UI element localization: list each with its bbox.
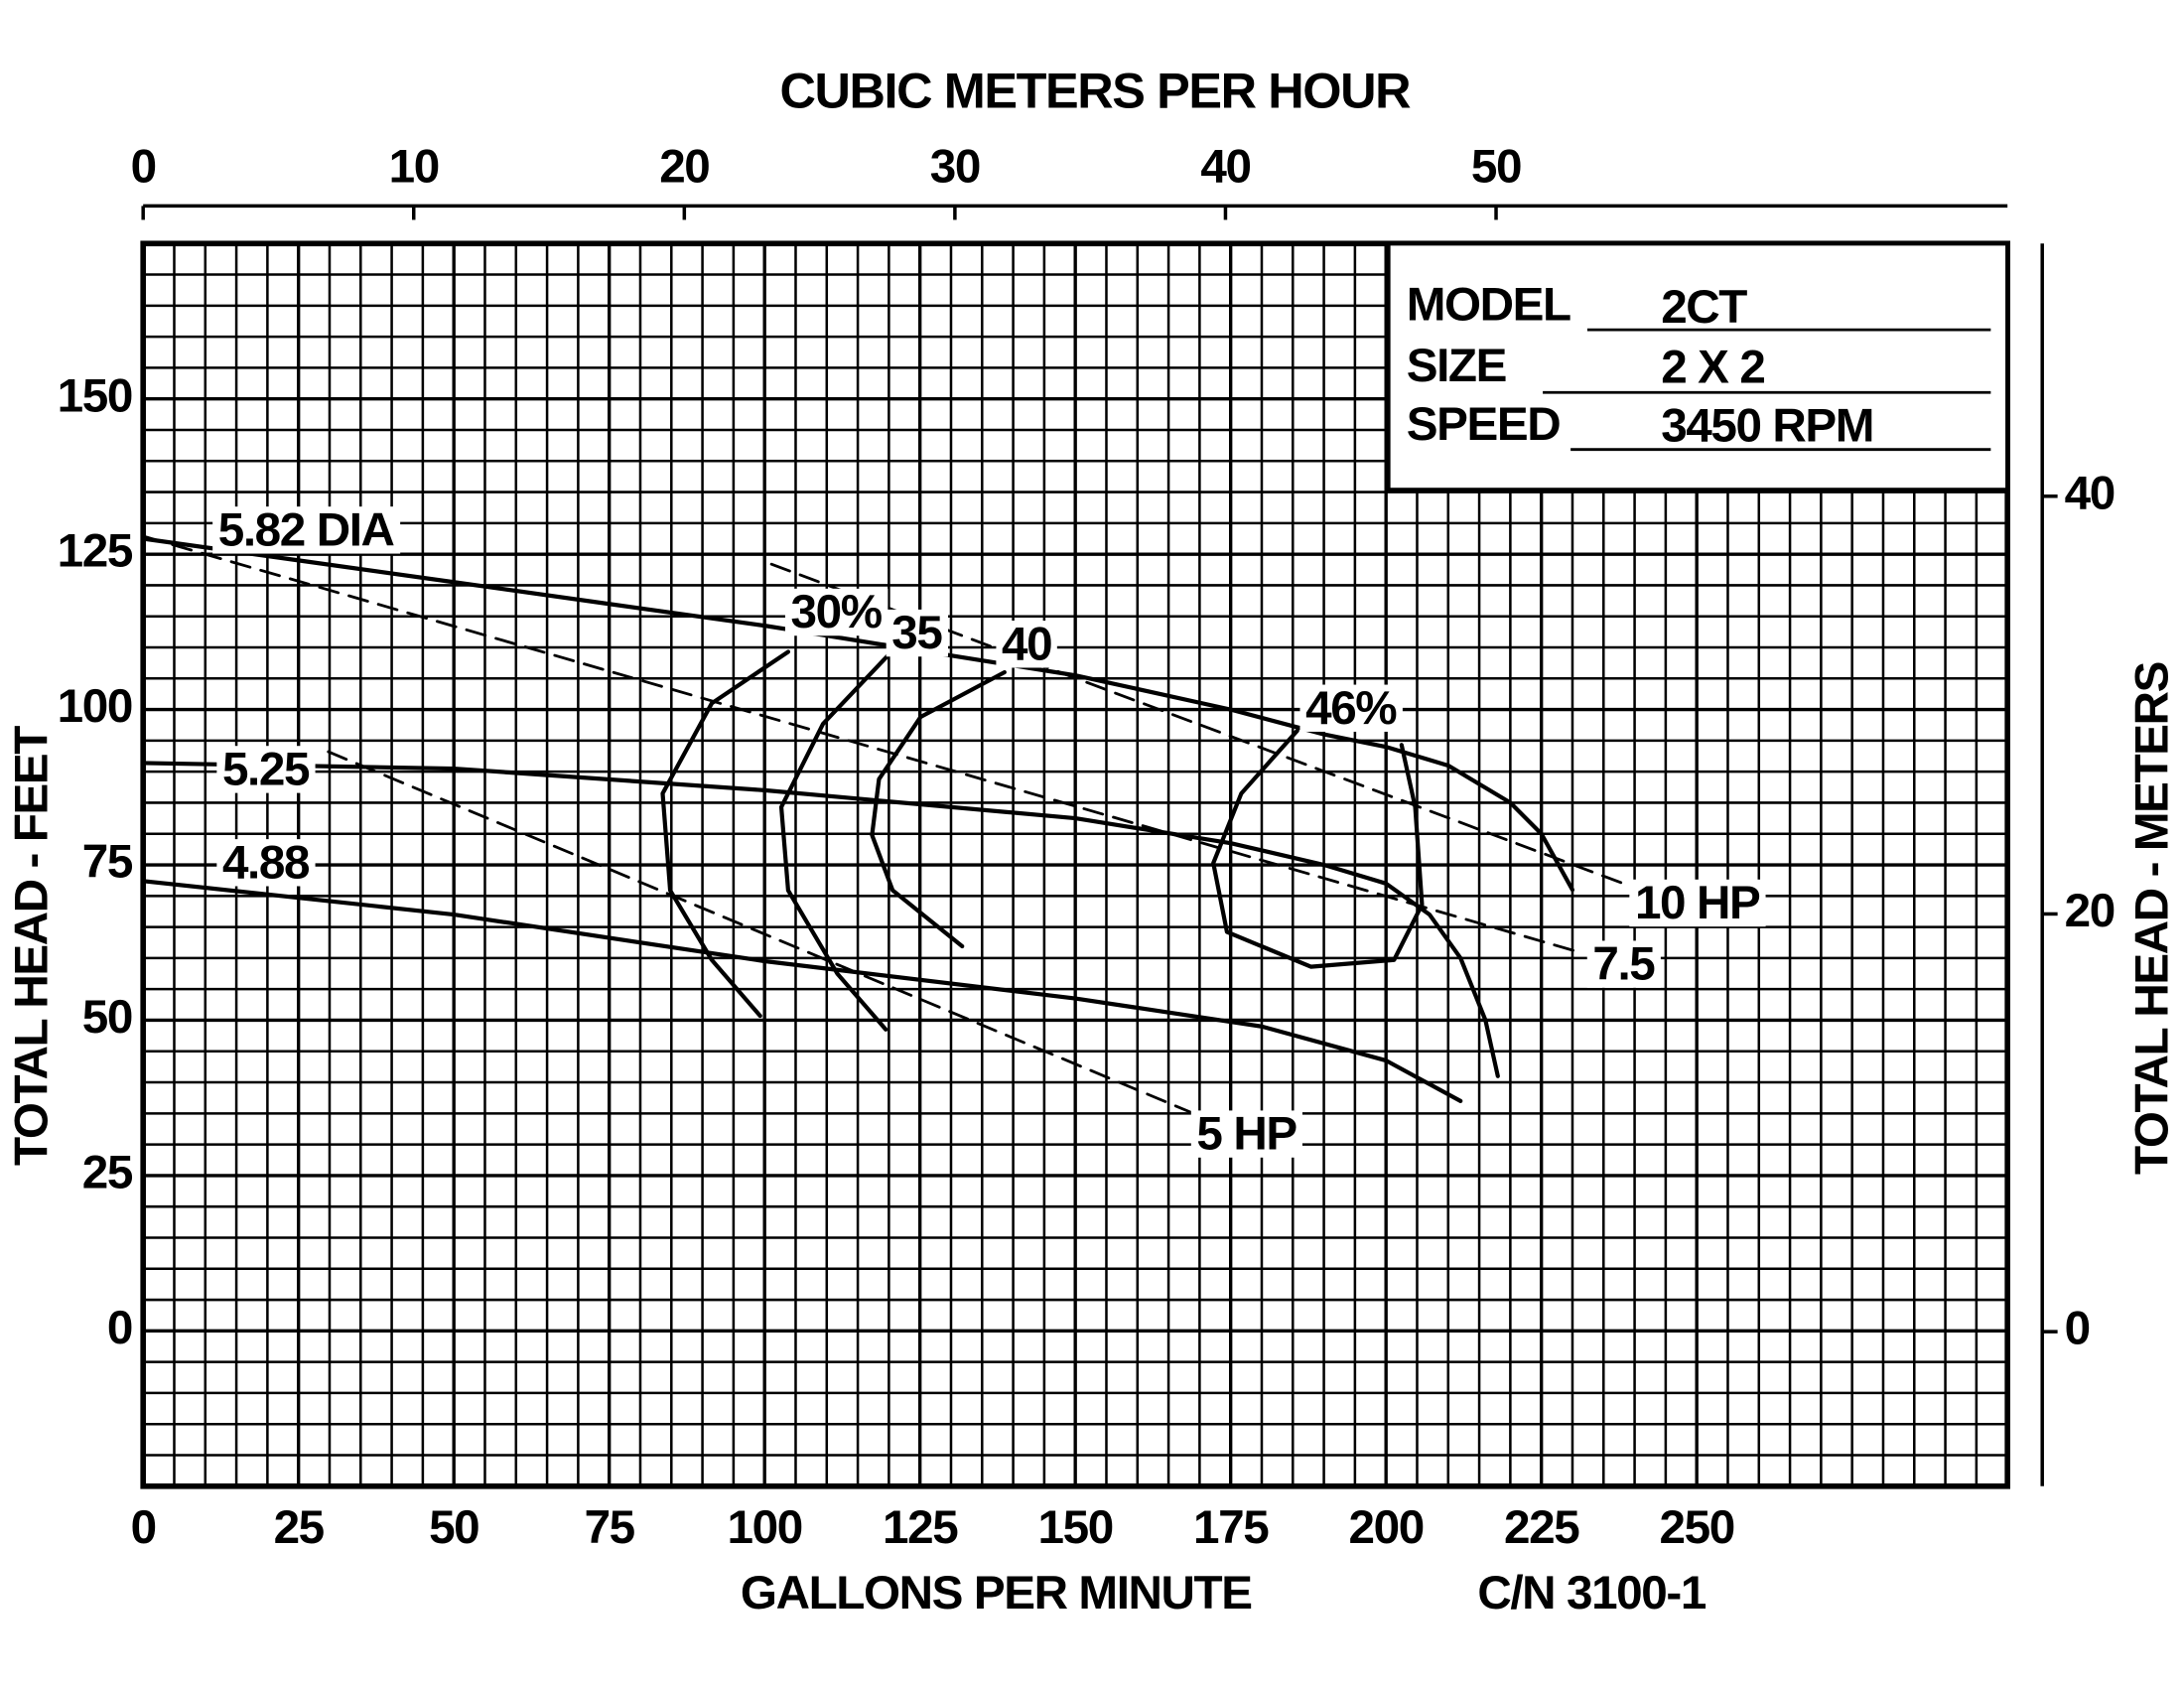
x-tick-label: 250 bbox=[1660, 1501, 1734, 1554]
label-background bbox=[212, 506, 401, 554]
y-tick-label: 125 bbox=[58, 525, 133, 578]
y-tick-label: 100 bbox=[58, 680, 132, 733]
label-background bbox=[216, 839, 316, 887]
x-tick-label: 100 bbox=[728, 1501, 802, 1554]
curve-label: 5.25 bbox=[222, 743, 310, 795]
y-tick-label: 25 bbox=[82, 1146, 133, 1198]
y-tick-label: 0 bbox=[107, 1302, 132, 1354]
curve bbox=[141, 761, 1500, 1078]
label-background bbox=[996, 621, 1057, 668]
curve bbox=[1211, 728, 1425, 969]
x2-tick-label: 40 bbox=[1200, 141, 1250, 194]
x-axis-title: GALLONS PER MINUTE bbox=[741, 1567, 1252, 1619]
y-tick-label: 50 bbox=[82, 991, 132, 1044]
x2-tick-label: 0 bbox=[131, 141, 156, 194]
y2-axis-title: TOTAL HEAD - METERS bbox=[2125, 662, 2178, 1175]
label-background bbox=[1299, 684, 1403, 732]
curve-label: 4.88 bbox=[222, 836, 310, 889]
x-tick-label: 50 bbox=[429, 1501, 478, 1554]
curve-label: 46% bbox=[1305, 682, 1397, 735]
grid bbox=[141, 241, 2009, 1488]
curve-label: 5.82 DIA bbox=[218, 503, 395, 556]
y-axis-title: TOTAL HEAD - FEET bbox=[5, 726, 58, 1166]
curve-label: 35 bbox=[891, 607, 942, 659]
label-background bbox=[1586, 940, 1661, 988]
hp-line bbox=[141, 534, 1584, 955]
chart-code: C/N 3100-1 bbox=[1477, 1567, 1706, 1619]
label-background bbox=[216, 746, 316, 793]
x-tick-label: 75 bbox=[585, 1501, 635, 1554]
info-value: 2CT bbox=[1661, 281, 1747, 334]
curve bbox=[141, 879, 1463, 1103]
x2-tick-label: 20 bbox=[659, 141, 709, 194]
info-rows: MODEL 2CT SIZE 2 X 2 SPEED 3450 RPM bbox=[1407, 278, 1991, 452]
curve-label: 40 bbox=[1002, 618, 1051, 670]
info-key: SIZE bbox=[1407, 340, 1506, 392]
curve-label: 30% bbox=[791, 586, 883, 638]
y2-tick-label: 40 bbox=[2065, 467, 2115, 519]
curve bbox=[778, 648, 895, 1032]
x-tick-label: 175 bbox=[1193, 1501, 1269, 1554]
info-value: 2 X 2 bbox=[1661, 341, 1764, 393]
x-tick-label: 225 bbox=[1504, 1501, 1579, 1554]
x2-tick-label: 30 bbox=[930, 141, 980, 194]
curve bbox=[870, 669, 1007, 949]
x2-tick-label: 50 bbox=[1471, 141, 1521, 194]
curves bbox=[141, 534, 1633, 1115]
curve bbox=[660, 649, 791, 1019]
info-value: 3450 RPM bbox=[1661, 399, 1873, 452]
x-tick-label: 0 bbox=[131, 1501, 156, 1554]
curve-label: 10 HP bbox=[1635, 877, 1760, 929]
x2-axis-title: CUBIC METERS PER HOUR bbox=[779, 63, 1411, 119]
curve-label: 7.5 bbox=[1592, 938, 1655, 991]
curve-label: 5 HP bbox=[1196, 1108, 1297, 1161]
y-tick-label: 75 bbox=[82, 836, 133, 889]
plot-frame bbox=[140, 240, 2010, 1489]
y-tick-label: 150 bbox=[58, 369, 132, 422]
info-key: SPEED bbox=[1407, 398, 1561, 451]
hp-line bbox=[327, 750, 1194, 1115]
info-key: MODEL bbox=[1407, 278, 1570, 331]
x-tick-label: 125 bbox=[883, 1501, 958, 1554]
x-tick-label: 150 bbox=[1038, 1501, 1113, 1554]
y2-tick-label: 20 bbox=[2065, 885, 2115, 937]
label-background bbox=[886, 609, 949, 657]
label-background bbox=[1190, 1110, 1302, 1158]
curve-labels: 5.82 DIA 5.25 4.88 30% 35 40 46% 10 HP 7… bbox=[212, 503, 1766, 1161]
x-tick-label: 200 bbox=[1349, 1501, 1424, 1554]
curve bbox=[141, 536, 1575, 893]
x-tick-label: 25 bbox=[274, 1501, 325, 1554]
x2-tick-label: 10 bbox=[389, 141, 439, 194]
y2-tick-label: 0 bbox=[2065, 1303, 2090, 1355]
label-background bbox=[1629, 879, 1766, 927]
label-background bbox=[784, 588, 888, 636]
